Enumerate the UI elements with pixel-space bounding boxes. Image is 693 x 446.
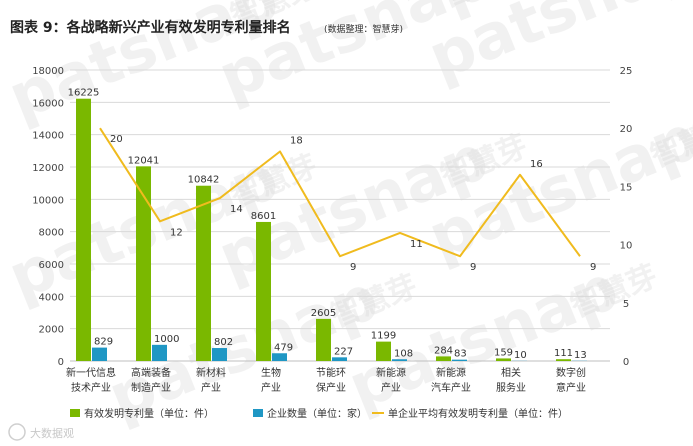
y-left-tick-label: 6000 xyxy=(39,260,64,271)
x-category-label: 新一代信息 xyxy=(66,366,116,379)
bar-patents xyxy=(376,341,391,361)
x-category-label: 新能源 xyxy=(376,366,406,379)
x-category-label: 技术产业 xyxy=(71,381,111,394)
x-category-label: 制造产业 xyxy=(131,381,171,394)
data-label-average: 11 xyxy=(410,239,423,250)
bar-patents xyxy=(196,185,211,361)
legend-label-companies: 企业数量（单位：家） xyxy=(267,407,367,420)
y-left-tick-label: 16000 xyxy=(32,98,64,109)
corner-watermark: 大数据观 xyxy=(8,423,74,441)
y-left-tick-label: 10000 xyxy=(32,195,64,206)
line-series xyxy=(99,127,581,258)
y-right-tick-label: 10 xyxy=(620,241,633,252)
y-left-tick-label: 4000 xyxy=(39,292,64,303)
data-label-average: 18 xyxy=(290,135,303,146)
data-label-average: 14 xyxy=(230,204,243,215)
x-category-label: 新材料 xyxy=(196,366,226,379)
bar-patents xyxy=(76,98,91,361)
data-label-companies: 1000 xyxy=(154,334,179,345)
bar-patents xyxy=(496,358,511,361)
bar-companies xyxy=(452,359,467,361)
y-left-tick-label: 18000 xyxy=(32,66,64,77)
data-labels: 16225 829 12041 1000 10842 802 8601 479 2605 227 1… xyxy=(68,88,597,361)
bar-companies xyxy=(212,348,227,361)
x-category-label: 生物 xyxy=(261,366,281,379)
legend-swatch-companies xyxy=(253,409,263,417)
data-label-companies: 802 xyxy=(214,337,233,348)
x-category-label: 保产业 xyxy=(316,381,346,394)
data-label-companies: 227 xyxy=(334,346,353,357)
data-label-patents: 284 xyxy=(434,345,453,356)
x-category-label: 汽车产业 xyxy=(431,381,471,394)
data-label-companies: 83 xyxy=(454,349,467,360)
chart-title: 图表 9：各战略新兴产业有效发明专利量排名 xyxy=(10,19,291,36)
data-label-patents: 111 xyxy=(554,348,573,359)
data-label-companies: 10 xyxy=(514,350,527,361)
x-category-label: 产业 xyxy=(201,381,221,394)
data-label-average: 9 xyxy=(590,262,596,273)
x-category-label: 产业 xyxy=(261,381,281,394)
bar-companies xyxy=(392,359,407,361)
corner-watermark-text: 大数据观 xyxy=(30,426,74,440)
data-label-patents: 16225 xyxy=(68,88,100,99)
corner-logo-icon xyxy=(8,423,26,441)
data-label-patents: 1199 xyxy=(371,331,396,342)
x-category-label: 数字创 xyxy=(556,366,586,379)
x-category-label: 高端装备 xyxy=(131,366,171,379)
data-label-companies: 108 xyxy=(394,348,413,359)
data-label-patents: 10842 xyxy=(188,175,220,186)
data-label-patents: 8601 xyxy=(251,211,276,222)
bar-series xyxy=(76,98,587,361)
legend: 有效发明专利量（单位：件） 企业数量（单位：家） 单企业平均有效发明专利量（单位：件… xyxy=(70,407,568,420)
y-left-tick-label: 8000 xyxy=(39,228,64,239)
x-category-label: 相关 xyxy=(501,366,521,379)
x-category-label: 产业 xyxy=(381,381,401,394)
y-right-tick-label: 5 xyxy=(623,299,629,310)
y-right-tick-label: 25 xyxy=(620,66,633,77)
data-label-average: 20 xyxy=(110,134,123,145)
bar-patents xyxy=(256,221,271,361)
legend-label-average: 单企业平均有效发明专利量（单位：件） xyxy=(388,407,568,420)
bar-companies xyxy=(332,357,347,361)
legend-label-patents: 有效发明专利量（单位：件） xyxy=(84,407,214,420)
data-label-average: 16 xyxy=(530,159,543,170)
y-right-tick-label: 0 xyxy=(623,357,629,368)
bar-patents xyxy=(316,318,331,361)
legend-swatch-patents xyxy=(70,409,80,417)
y-left-tick-label: 2000 xyxy=(39,325,64,336)
x-category-label: 服务业 xyxy=(496,381,526,394)
data-label-average: 12 xyxy=(170,227,183,238)
bar-companies xyxy=(92,347,107,361)
data-label-patents: 2605 xyxy=(311,308,336,319)
data-label-average: 9 xyxy=(350,262,356,273)
watermark-brand: patsnap xyxy=(418,0,693,94)
x-category-label: 节能环 xyxy=(316,366,346,379)
y-right-tick-label: 15 xyxy=(620,182,633,193)
bar-patents xyxy=(556,359,571,361)
data-label-patents: 159 xyxy=(494,347,513,358)
bar-patents xyxy=(136,166,151,361)
data-label-companies: 479 xyxy=(274,342,293,353)
y-right-tick-label: 20 xyxy=(620,124,633,135)
data-label-companies: 13 xyxy=(574,350,587,361)
bar-patents xyxy=(436,356,451,361)
line-average xyxy=(99,127,581,258)
chart-source: (数据整理：智慧芽) xyxy=(324,23,403,35)
y-left-tick-label: 12000 xyxy=(32,163,64,174)
y-left-tick-label: 14000 xyxy=(32,131,64,142)
x-category-label: 意产业 xyxy=(556,381,586,394)
y-axis-left: 0 2000 4000 6000 8000 10000 12000 14000 16000 180… xyxy=(32,66,64,368)
bar-companies xyxy=(152,344,167,361)
y-axis-right: 0 5 10 15 20 25 xyxy=(620,66,633,368)
data-label-companies: 829 xyxy=(94,337,113,348)
x-category-label: 新能源 xyxy=(436,366,466,379)
bar-companies xyxy=(272,353,287,361)
data-label-average: 9 xyxy=(470,262,476,273)
data-label-patents: 12041 xyxy=(128,155,160,166)
y-left-tick-label: 0 xyxy=(58,357,64,368)
